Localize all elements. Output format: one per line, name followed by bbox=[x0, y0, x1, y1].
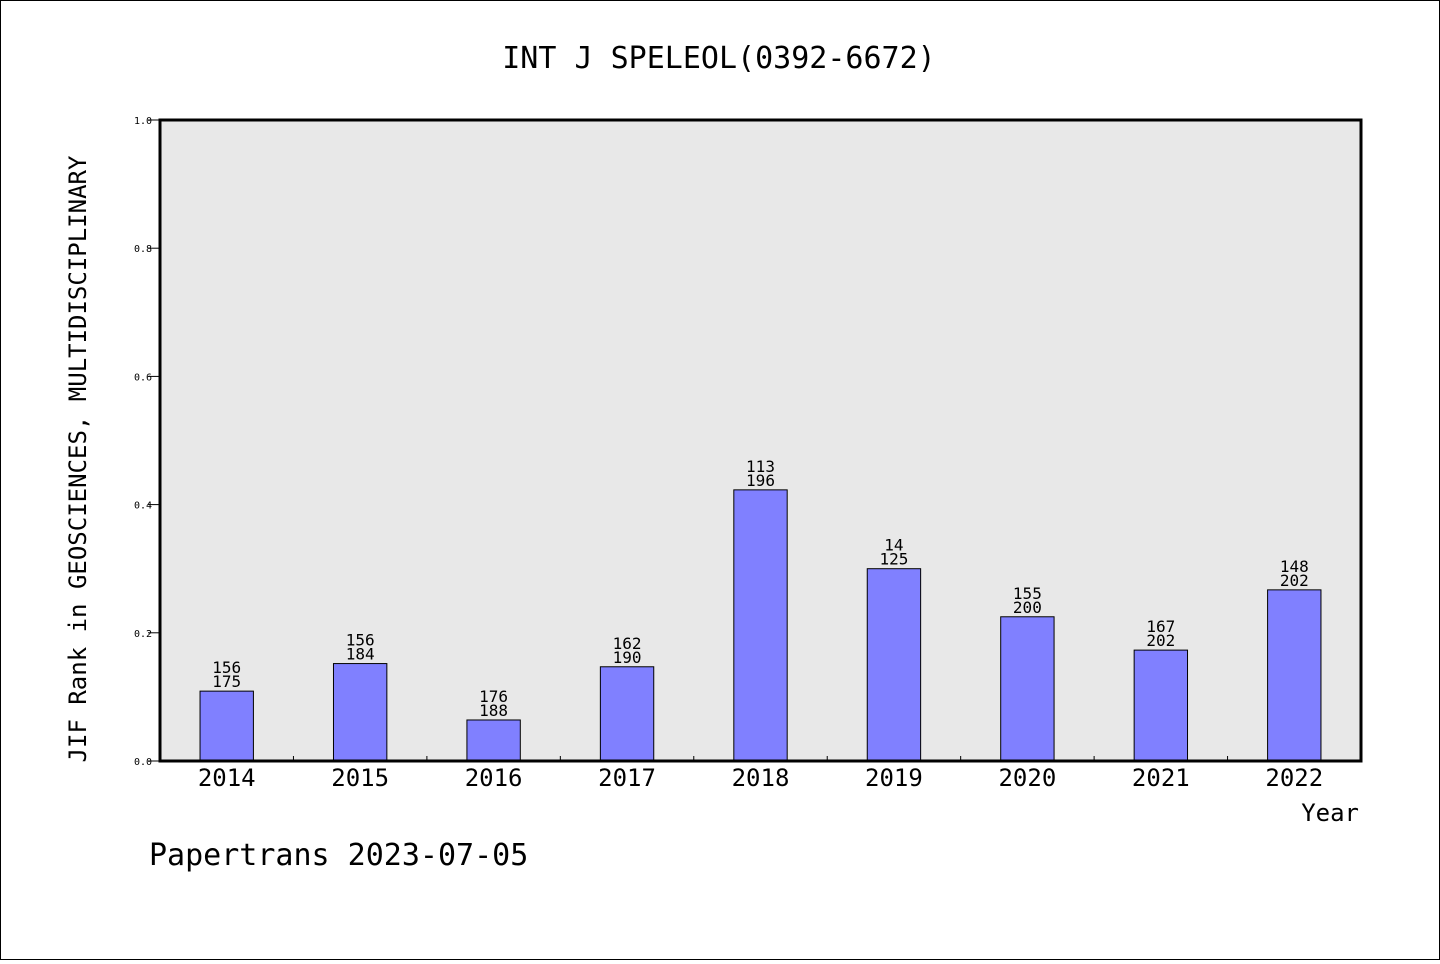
y-tick-label: 1.0 bbox=[134, 116, 152, 127]
x-tick-label: 2017 bbox=[598, 764, 656, 792]
bar-total-label: 202 bbox=[1280, 571, 1309, 590]
bars-group bbox=[199, 489, 1322, 762]
bar-2015 bbox=[332, 663, 388, 762]
bar-2021 bbox=[1133, 649, 1189, 762]
bar-rank-label: 176 bbox=[479, 687, 508, 706]
chart-title: INT J SPELEOL(0392-6672) bbox=[502, 41, 935, 76]
y-tick-label: 0.2 bbox=[134, 629, 152, 640]
bar-rank-label: 156 bbox=[346, 631, 375, 650]
bar-total-label: 175 bbox=[212, 672, 241, 691]
bar-rank-label: 156 bbox=[212, 658, 241, 677]
x-tick-label: 2018 bbox=[732, 764, 790, 792]
bar-total-label: 190 bbox=[613, 648, 642, 667]
bar-2017 bbox=[599, 666, 655, 762]
bar-total-label: 188 bbox=[479, 701, 508, 720]
y-tick-label: 0.4 bbox=[134, 501, 152, 512]
y-tick-label: 0.0 bbox=[134, 757, 152, 768]
x-tick-label: 2019 bbox=[865, 764, 923, 792]
bar-rank-label: 113 bbox=[746, 457, 775, 476]
bar-total-label: 196 bbox=[746, 471, 775, 490]
bar-rank-label: 167 bbox=[1146, 617, 1175, 636]
bar-total-label: 200 bbox=[1013, 598, 1042, 617]
x-tick-label: 2022 bbox=[1265, 764, 1323, 792]
bar-total-label: 202 bbox=[1146, 631, 1175, 650]
y-axis-ticks: 0.0 0.2 0.4 0.6 0.8 1.0 bbox=[134, 116, 160, 768]
bar-rank-label: 14 bbox=[884, 536, 903, 555]
x-axis-ticks: 2014 2015 2016 2017 2018 2019 2020 2021 2022 bbox=[198, 756, 1323, 792]
bar-2022 bbox=[1267, 589, 1322, 762]
bar-2020 bbox=[1000, 616, 1055, 762]
bar-rank-label: 162 bbox=[613, 634, 642, 653]
y-tick-label: 0.6 bbox=[134, 372, 152, 383]
x-tick-label: 2014 bbox=[198, 764, 256, 792]
bar-2014 bbox=[199, 690, 254, 762]
bar-2019 bbox=[866, 568, 922, 762]
x-tick-label: 2021 bbox=[1132, 764, 1190, 792]
bar-labels-group: 1561751561841761881621901131961412515520… bbox=[212, 457, 1308, 720]
y-axis-label: JIF Rank in GEOSCIENCES, MULTIDISCIPLINA… bbox=[64, 155, 92, 762]
bar-total-label: 125 bbox=[879, 550, 908, 569]
bar-2016 bbox=[466, 719, 521, 762]
bar-rank-label: 155 bbox=[1013, 584, 1042, 603]
y-tick-label: 0.8 bbox=[134, 244, 152, 255]
x-tick-label: 2020 bbox=[998, 764, 1056, 792]
bar-2018 bbox=[733, 489, 788, 762]
x-tick-label: 2016 bbox=[465, 764, 523, 792]
bar-total-label: 184 bbox=[346, 645, 375, 664]
footer-text: Papertrans 2023-07-05 bbox=[149, 838, 528, 873]
bar-rank-label: 148 bbox=[1280, 557, 1309, 576]
x-tick-label: 2015 bbox=[331, 764, 389, 792]
x-axis-label: Year bbox=[1301, 799, 1359, 827]
plot-border bbox=[158, 118, 1363, 763]
